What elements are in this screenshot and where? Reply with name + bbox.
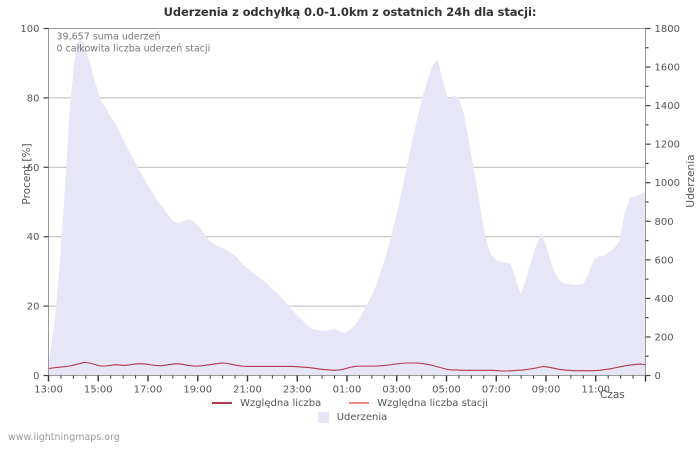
y-axis-left-tick-label: 60 <box>27 163 40 174</box>
legend-label-relative-count: Względna liczba <box>240 397 322 409</box>
y-axis-right-tick-label: 1400 <box>655 101 680 112</box>
y-axis-right-tick-label: 200 <box>655 332 674 343</box>
y-axis-right-tick-label: 1600 <box>655 63 680 74</box>
y-axis-right-tick-label: 1800 <box>655 24 680 35</box>
x-axis-tick-label: 09:00 <box>532 385 561 396</box>
chart-legend: Względna liczba Względna liczba stacji U… <box>0 396 700 424</box>
y-axis-left-tick-label: 80 <box>27 93 40 104</box>
chart-title: Uderzenia z odchyłką 0.0-1.0km z ostatni… <box>163 5 537 19</box>
legend-swatch-relative-stations-icon <box>349 402 370 404</box>
x-axis-tick-label: 07:00 <box>482 385 511 396</box>
y-axis-left-tick-label: 100 <box>20 24 39 35</box>
x-axis-tick-label: 19:00 <box>183 385 212 396</box>
legend-item-relative-stations[interactable]: Względna liczba stacji <box>349 398 488 409</box>
annotation-total-strikes: 39,657 suma uderzeń <box>57 32 161 43</box>
x-axis-tick-label: 01:00 <box>333 385 362 396</box>
x-axis-tick-label: 21:00 <box>233 385 262 396</box>
y-axis-left-tick-label: 40 <box>27 232 40 243</box>
y-axis-right-tick-label: 1000 <box>655 178 680 189</box>
legend-item-strikes[interactable]: Uderzenia <box>313 411 388 423</box>
legend-row-primary: Względna liczba Względna liczba stacji <box>0 396 700 410</box>
y-axis-left-tick-label: 20 <box>27 302 40 313</box>
x-axis-tick-label: 11:00 <box>581 385 610 396</box>
x-axis-tick-label: 23:00 <box>283 385 312 396</box>
legend-swatch-strikes-icon <box>317 411 329 423</box>
x-axis-tick-label: 03:00 <box>382 385 411 396</box>
x-axis-tick-label: 17:00 <box>134 385 163 396</box>
x-axis-tick-label: 05:00 <box>432 385 461 396</box>
legend-swatch-relative-count-icon <box>212 402 233 404</box>
legend-item-relative-count[interactable]: Względna liczba <box>212 398 321 409</box>
footer-site-url: www.lightningmaps.org <box>8 432 120 443</box>
y-axis-right-tick-label: 0 <box>655 371 661 382</box>
y-axis-right-tick-label: 800 <box>655 217 674 228</box>
series-area-strikes <box>48 38 646 376</box>
y-axis-label-left: Procent [%] <box>21 143 33 205</box>
series-line-relative-count <box>48 361 646 372</box>
y-axis-label-right: Uderzenia <box>685 154 697 208</box>
legend-label-strikes: Uderzenia <box>336 411 388 423</box>
y-axis-left-tick-label: 0 <box>33 371 39 382</box>
legend-label-relative-stations: Względna liczba stacji <box>377 397 488 409</box>
annotation-station-strikes: 0 całkowita liczba uderzeń stacji <box>57 44 211 55</box>
x-axis-tick-label: 13:00 <box>34 385 63 396</box>
x-axis-label: Czas <box>600 389 625 401</box>
x-axis-tick-label: 15:00 <box>84 385 113 396</box>
y-axis-right-tick-label: 1200 <box>655 140 680 151</box>
y-axis-right-tick-label: 400 <box>655 294 674 305</box>
y-axis-right-tick-label: 600 <box>655 255 674 266</box>
legend-row-secondary: Uderzenia <box>0 410 700 424</box>
